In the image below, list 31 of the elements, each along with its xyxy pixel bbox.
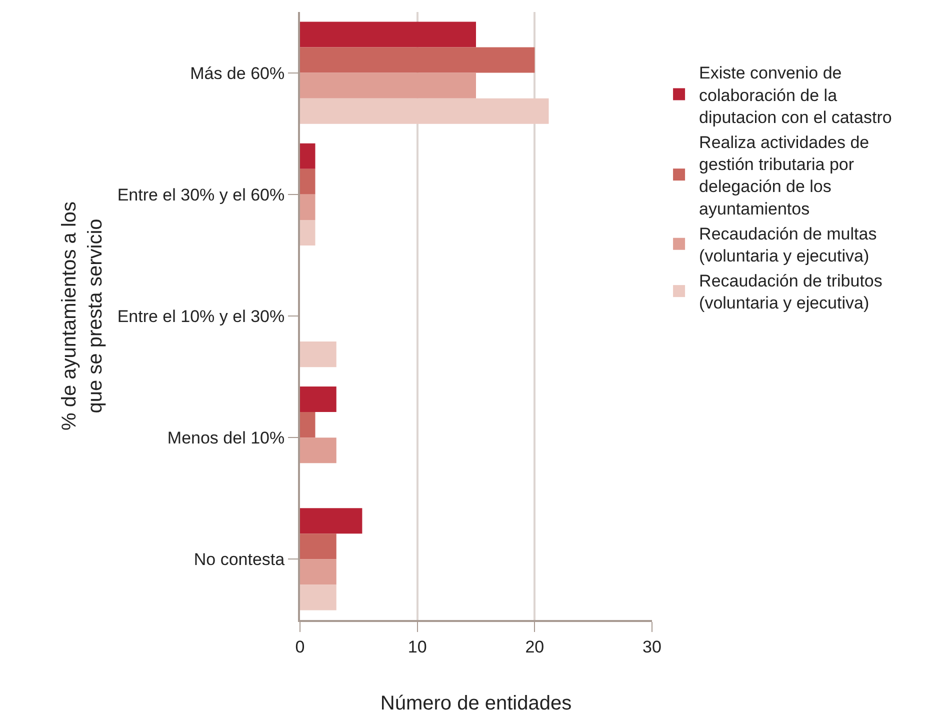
y-tick-label: No contesta (194, 550, 286, 570)
y-tick-label: Entre el 10% y el 30% (117, 306, 285, 326)
y-tick-label: Entre el 30% y el 60% (117, 185, 285, 204)
bar (300, 22, 476, 48)
legend-label: Recaudación de tributos (voluntaria y ejecutiva) (699, 272, 882, 313)
legend-label: Existe convenio de colaboración de la diputacion con el catastro (699, 64, 892, 127)
bar (300, 47, 535, 73)
bar (300, 98, 549, 124)
bar (300, 386, 336, 412)
legend-label: Realiza actividades de gestión tributaria por delegación de los ayuntamientos (699, 133, 870, 218)
bar (300, 412, 316, 438)
bar (300, 559, 336, 585)
bar (300, 72, 476, 98)
bar (300, 143, 316, 169)
bar (300, 508, 362, 534)
x-tick-label: 20 (525, 637, 544, 656)
x-tick-label: 0 (295, 637, 305, 656)
bar (300, 220, 316, 246)
bar (300, 534, 336, 560)
legend-label: Recaudación de multas (voluntaria y ejecutiva) (699, 224, 877, 266)
bar (300, 438, 336, 464)
bar (300, 342, 336, 368)
bar (300, 168, 316, 194)
y-axis-title: % de ayuntamientos a los que se presta servicio (58, 201, 106, 431)
y-tick-label: Menos del 10% (167, 428, 285, 448)
y-tick-label: Más de 60% (190, 64, 285, 83)
x-tick-label: 30 (642, 637, 662, 656)
x-tick-label: 10 (408, 637, 427, 656)
bar (300, 194, 316, 220)
x-axis-title: Número de entidades (380, 692, 572, 714)
bar (300, 584, 336, 610)
